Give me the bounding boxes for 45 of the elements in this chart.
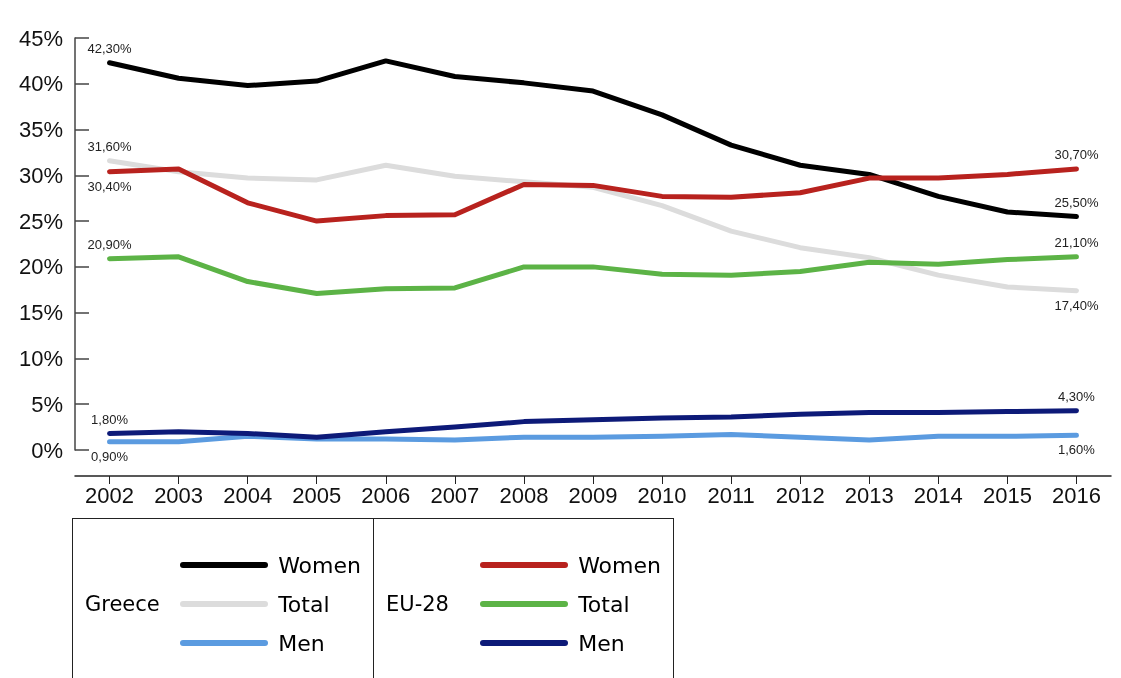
x-tick-label: 2005 <box>292 482 342 508</box>
legend-label: Total <box>278 591 330 617</box>
x-tick-label: 2011 <box>707 482 755 508</box>
y-tick-label: 25% <box>18 208 63 234</box>
x-tick-label: 2010 <box>637 482 687 508</box>
data-label: 30,40% <box>87 178 133 194</box>
data-label: 0,90% <box>91 448 129 464</box>
text: Greece <box>85 592 161 616</box>
x-tick-label: 2009 <box>568 482 618 508</box>
x-tick-label: 2002 <box>85 482 135 508</box>
x-tick-label: 2006 <box>361 482 411 508</box>
x-tick-label: 2013 <box>844 482 894 508</box>
x-tick-label: 2014 <box>913 482 963 508</box>
legend-label: Total <box>578 591 630 617</box>
data-label: 4,30% <box>1058 388 1096 404</box>
legend-label: Men <box>278 630 325 656</box>
y-tick-label: 20% <box>18 254 63 280</box>
data-label: 25,50% <box>1054 194 1099 210</box>
y-tick-label: 0% <box>31 437 63 463</box>
y-tick-label: 15% <box>18 300 63 326</box>
y-tick-label: 35% <box>18 117 63 143</box>
legend-label: Women <box>578 552 661 578</box>
x-tick-label: 2007 <box>430 482 480 508</box>
x-tick-label: 2012 <box>775 482 825 508</box>
data-label: 42,30% <box>87 40 133 56</box>
data-label: 31,60% <box>87 138 133 154</box>
x-tick-label: 2008 <box>499 482 549 508</box>
y-tick-label: 5% <box>31 391 63 417</box>
x-tick-label: 2003 <box>154 482 204 508</box>
y-tick-label: 40% <box>18 71 63 97</box>
x-tick-label: 2016 <box>1051 482 1101 508</box>
data-label: 20,90% <box>87 236 133 252</box>
x-tick-label: 2015 <box>982 482 1032 508</box>
data-label: 21,10% <box>1054 234 1099 250</box>
y-tick-label: 30% <box>18 162 63 188</box>
legend-label: Men <box>578 630 625 656</box>
text: EU-28 <box>386 592 450 616</box>
data-label: 30,70% <box>1054 146 1099 162</box>
data-label: 1,60% <box>1058 442 1096 458</box>
data-label: 1,80% <box>91 411 129 427</box>
legend-label: Women <box>278 552 361 578</box>
data-label: 17,40% <box>1054 297 1099 313</box>
x-tick-label: 2004 <box>223 482 273 508</box>
y-tick-label: 45% <box>18 25 63 51</box>
y-tick-label: 10% <box>18 345 63 371</box>
